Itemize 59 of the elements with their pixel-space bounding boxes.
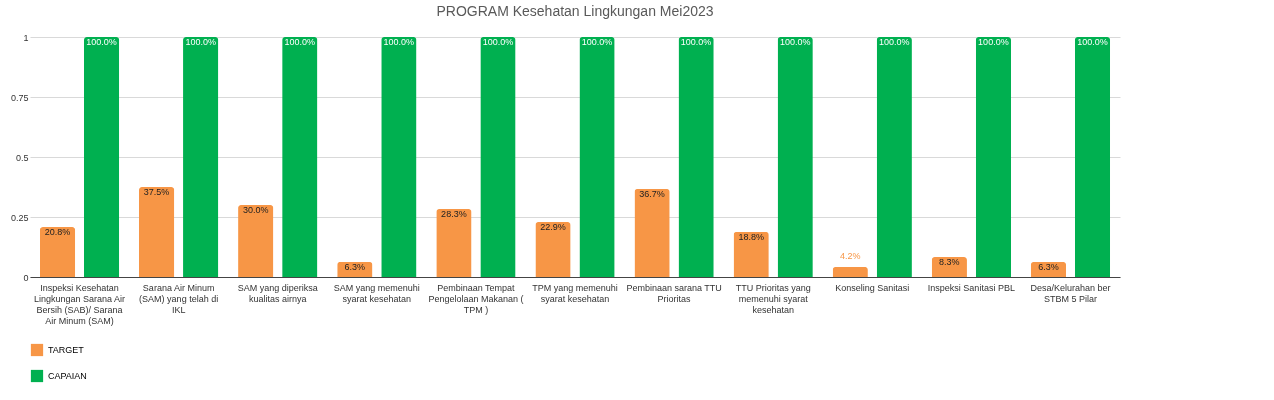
- data-label: 22.9%: [540, 222, 566, 233]
- x-tick-label: SAM yang diperiksa kualitas airnya: [237, 282, 318, 304]
- legend-label: TARGET: [48, 345, 85, 355]
- x-tick-label: TTU Prioritas yang memenuhi syarat kesehatan: [735, 282, 811, 315]
- bar: [876, 37, 912, 277]
- x-tick-label: Konseling Sanitasi: [835, 282, 910, 293]
- data-label: 36.7%: [639, 188, 665, 199]
- data-label: 100.0%: [978, 37, 1009, 47]
- bar: [183, 37, 219, 277]
- data-label: 4.2%: [839, 250, 861, 261]
- bar: [1074, 37, 1111, 277]
- y-tick-label: 1: [23, 32, 29, 43]
- bar: [832, 266, 868, 277]
- data-label: 100.0%: [185, 37, 216, 47]
- data-label: 18.8%: [738, 231, 764, 242]
- x-tick-label: SAM yang memenuhi syarat kesehatan: [333, 282, 420, 304]
- data-label: 30.0%: [242, 205, 269, 215]
- bar: [381, 37, 417, 277]
- bar: [634, 188, 670, 277]
- data-label: 100.0%: [86, 37, 117, 47]
- x-tick-label: TPM yang memenuhi syarat kesehatan: [532, 282, 618, 304]
- bar: [480, 37, 516, 277]
- bar: [678, 37, 714, 277]
- bar: [436, 209, 472, 277]
- x-tick-label: Pembinaan Tempat Pengelolaan Makanan ( TPM ): [428, 282, 524, 315]
- data-label: 8.3%: [939, 257, 960, 268]
- data-label: 100.0%: [581, 37, 613, 47]
- data-label: 100.0%: [779, 37, 811, 47]
- y-tick-label: 0.5: [15, 152, 29, 163]
- data-label: 100.0%: [879, 37, 910, 47]
- bar: [39, 227, 76, 277]
- data-label: 100.0%: [680, 37, 712, 47]
- chart-title: PROGRAM Kesehatan Lingkungan Mei2023: [436, 3, 714, 19]
- bar: [975, 37, 1011, 277]
- y-tick-label: 0.75: [10, 92, 29, 103]
- x-tick-label: Inspeksi Sanitasi PBL: [927, 282, 1015, 293]
- data-label: 6.3%: [344, 261, 366, 272]
- bar: [777, 37, 813, 277]
- data-label: 100.0%: [284, 37, 316, 47]
- bar: [535, 222, 571, 277]
- bar: [238, 205, 274, 277]
- data-label: 100.0%: [482, 37, 514, 47]
- data-label: 100.0%: [1077, 37, 1108, 47]
- x-tick-label: Sarana Air Minum (SAM) yang telah di IKL: [139, 282, 219, 315]
- data-label: 6.3%: [1038, 261, 1059, 272]
- data-label: 37.5%: [143, 187, 170, 197]
- bar: [579, 37, 615, 277]
- bar: [282, 37, 318, 277]
- bar: [139, 187, 175, 277]
- data-label: 20.8%: [44, 227, 71, 238]
- x-tick-label: Pembinaan sarana TTU Prioritas: [626, 282, 722, 304]
- x-tick-label: Desa/Kelurahan ber STBM 5 Pilar: [1030, 282, 1111, 304]
- x-tick-label: Inspeksi Kesehatan Lingkungan Sarana Air Bersih (SAB)/ Sarana Air Minum (SAM): [34, 282, 126, 326]
- y-tick-label: 0.25: [10, 212, 29, 223]
- bar: [83, 37, 120, 277]
- legend-label: CAPAIAN: [48, 371, 87, 381]
- data-label: 100.0%: [383, 37, 415, 47]
- y-tick-label: 0: [23, 272, 29, 283]
- data-label: 28.3%: [441, 209, 467, 220]
